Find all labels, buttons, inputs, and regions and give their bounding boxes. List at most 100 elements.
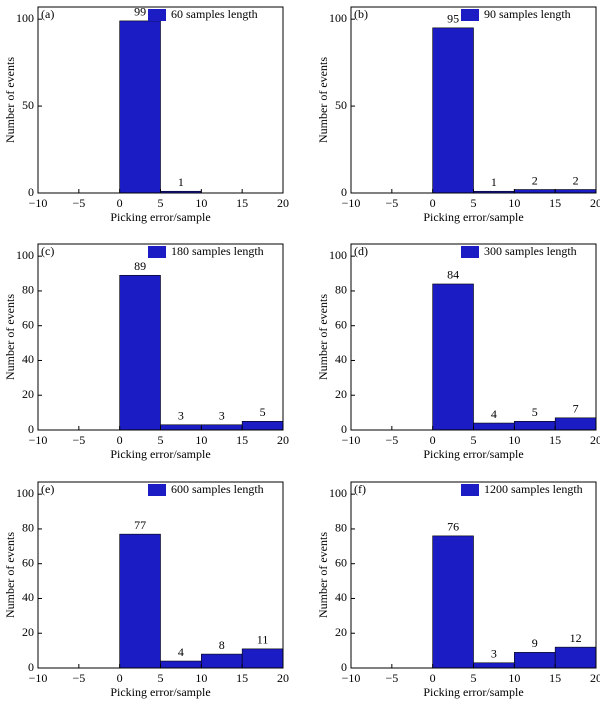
x-tick-label: −10 — [29, 433, 48, 447]
y-tick-label: 0 — [341, 660, 347, 674]
panel-label: (b) — [354, 7, 368, 21]
x-tick-label: 15 — [549, 196, 561, 210]
x-tick-label: 15 — [549, 433, 561, 447]
bar — [473, 662, 515, 669]
y-tick-label: 40 — [335, 590, 347, 604]
y-tick-label: 100 — [329, 11, 347, 25]
bar — [241, 421, 284, 431]
y-tick-label: 60 — [22, 555, 34, 569]
y-tick-label: 60 — [335, 317, 347, 331]
panel-label: (c) — [41, 244, 54, 258]
data-label: 2 — [532, 173, 538, 187]
data-label: 3 — [219, 409, 225, 423]
x-tick-label: 0 — [430, 433, 436, 447]
x-tick-label: 10 — [195, 433, 207, 447]
data-label: 1 — [178, 175, 184, 189]
bar — [473, 422, 515, 431]
data-label: 2 — [573, 173, 579, 187]
x-tick-label: 5 — [471, 196, 477, 210]
x-tick-label: 5 — [471, 433, 477, 447]
panel-label: (d) — [354, 244, 368, 258]
bar — [554, 417, 597, 431]
x-tick-label: 20 — [590, 433, 600, 447]
legend-swatch — [148, 9, 166, 21]
data-label: 8 — [219, 638, 225, 652]
x-axis-label: Picking error/sample — [110, 685, 210, 699]
y-tick-label: 0 — [341, 422, 347, 436]
legend-swatch — [461, 9, 479, 21]
x-tick-label: −5 — [385, 196, 398, 210]
x-tick-label: 10 — [508, 433, 520, 447]
legend-label: 1200 samples length — [484, 482, 583, 496]
data-label: 99 — [134, 5, 146, 19]
x-tick-label: 5 — [158, 433, 164, 447]
x-tick-label: 10 — [508, 196, 520, 210]
data-label: 5 — [260, 405, 266, 419]
data-label: 5 — [532, 405, 538, 419]
x-tick-label: −10 — [342, 433, 361, 447]
y-tick-label: 50 — [335, 98, 347, 112]
bar — [160, 424, 202, 431]
y-tick-label: 0 — [28, 185, 34, 199]
y-tick-label: 100 — [329, 248, 347, 262]
y-tick-label: 40 — [22, 352, 34, 366]
data-label: 12 — [570, 631, 582, 645]
x-tick-label: 5 — [158, 671, 164, 685]
legend-swatch — [461, 484, 479, 496]
data-label: 1 — [491, 175, 497, 189]
y-tick-label: 80 — [335, 521, 347, 535]
x-tick-label: −5 — [385, 671, 398, 685]
data-label: 3 — [178, 409, 184, 423]
panel-label: (f) — [354, 482, 366, 496]
y-axis-label: Number of events — [3, 294, 17, 380]
x-tick-label: 0 — [117, 433, 123, 447]
y-tick-label: 80 — [335, 283, 347, 297]
y-tick-label: 20 — [335, 387, 347, 401]
x-tick-label: 20 — [277, 196, 289, 210]
bar — [119, 533, 161, 669]
x-axis-label: Picking error/sample — [110, 447, 210, 461]
bar — [160, 660, 202, 669]
data-label: 95 — [447, 12, 459, 26]
x-tick-label: 0 — [117, 671, 123, 685]
x-tick-label: −5 — [72, 196, 85, 210]
legend-label: 60 samples length — [171, 7, 258, 21]
y-tick-label: 40 — [335, 352, 347, 366]
y-tick-label: 0 — [28, 422, 34, 436]
y-tick-label: 100 — [329, 486, 347, 500]
x-tick-label: 15 — [236, 433, 248, 447]
x-axis-label: Picking error/sample — [423, 210, 523, 224]
bar — [514, 652, 556, 669]
data-label: 4 — [178, 645, 184, 659]
y-axis-label: Number of events — [316, 294, 330, 380]
data-label: 7 — [573, 402, 579, 416]
legend-swatch — [148, 484, 166, 496]
x-tick-label: −10 — [29, 196, 48, 210]
x-tick-label: 10 — [195, 196, 207, 210]
panel-label: (e) — [41, 482, 54, 496]
x-tick-label: 10 — [508, 671, 520, 685]
bar — [432, 27, 474, 194]
data-label: 84 — [447, 268, 459, 282]
x-tick-label: 5 — [158, 196, 164, 210]
legend-label: 180 samples length — [171, 244, 264, 258]
bar — [119, 20, 161, 194]
x-tick-label: −5 — [72, 433, 85, 447]
x-tick-label: 20 — [590, 671, 600, 685]
x-tick-label: 20 — [277, 671, 289, 685]
data-label: 9 — [532, 636, 538, 650]
x-axis-label: Picking error/sample — [110, 210, 210, 224]
data-label: 89 — [134, 259, 146, 273]
panel-label: (a) — [41, 7, 54, 21]
y-tick-label: 20 — [335, 625, 347, 639]
bar — [432, 283, 474, 431]
bar — [554, 189, 597, 194]
data-label: 3 — [491, 647, 497, 661]
y-axis-label: Number of events — [316, 57, 330, 143]
x-axis-label: Picking error/sample — [423, 447, 523, 461]
bar — [514, 421, 556, 431]
bar — [241, 648, 284, 669]
y-tick-label: 100 — [16, 248, 34, 262]
legend-swatch — [148, 246, 166, 258]
x-tick-label: 20 — [590, 196, 600, 210]
